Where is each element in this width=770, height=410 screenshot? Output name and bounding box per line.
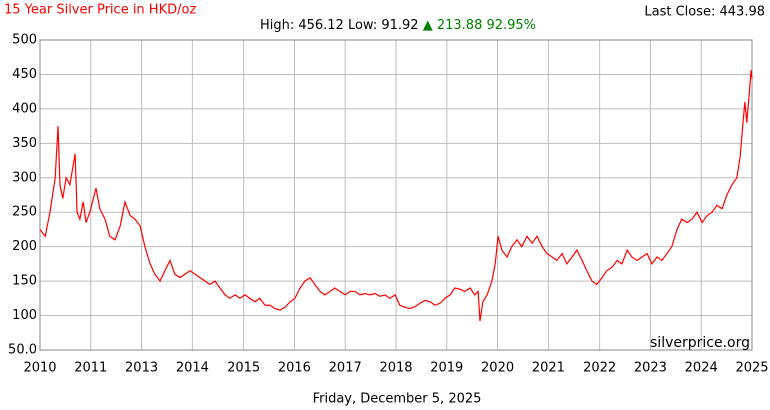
x-tick-label: 2023 — [634, 361, 667, 376]
stats: High: 456.12 Low: 91.92 ▲ 213.88 92.95% — [260, 18, 536, 33]
high-low: High: 456.12 Low: 91.92 — [260, 18, 419, 33]
chart-title: 15 Year Silver Price in HKD/oz — [4, 3, 196, 18]
x-tick-label: 2014 — [176, 361, 209, 376]
x-tick-label: 2017 — [329, 361, 362, 376]
date: Friday, December 5, 2025 — [313, 392, 482, 407]
y-tick-label: 500 — [12, 33, 37, 48]
x-tick-label: 2025 — [735, 361, 768, 376]
watermark: silverprice.org — [650, 335, 750, 351]
x-tick-label: 2018 — [379, 361, 412, 376]
plot-border — [39, 39, 753, 351]
change: ▲ 213.88 92.95% — [423, 18, 536, 33]
x-tick-label: 2019 — [430, 361, 463, 376]
y-tick-label: 150 — [12, 274, 37, 289]
last-close: Last Close: 443.98 — [644, 5, 765, 20]
x-tick-label: 2013 — [125, 361, 158, 376]
y-tick-label: 300 — [12, 170, 37, 185]
x-tick-label: 2020 — [481, 361, 514, 376]
x-tick-label: 2010 — [23, 361, 56, 376]
y-tick-label: 400 — [12, 101, 37, 116]
x-tick-label: 2015 — [227, 361, 260, 376]
y-tick-label: 450 — [12, 67, 37, 82]
x-tick-label: 2022 — [583, 361, 616, 376]
x-tick-label: 2024 — [685, 361, 718, 376]
y-tick-label: 350 — [12, 136, 37, 151]
y-tick-label: 250 — [12, 205, 37, 220]
price-line — [39, 70, 753, 322]
y-tick-label: 100 — [12, 308, 37, 323]
x-tick-label: 2021 — [532, 361, 565, 376]
y-tick-label: 200 — [12, 239, 37, 254]
x-tick-label: 2011 — [74, 361, 107, 376]
y-tick-label: 50.0 — [8, 343, 37, 358]
x-tick-label: 2016 — [278, 361, 311, 376]
